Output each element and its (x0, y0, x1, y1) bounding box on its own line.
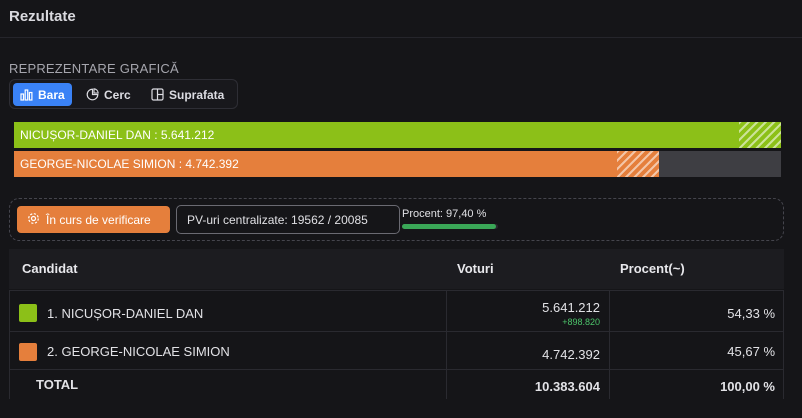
column-divider (783, 332, 784, 369)
candidate-votes-delta: +898.820 (562, 317, 600, 327)
bar-track-candidate-1: NICUȘOR-DANIEL DAN : 5.641.212 (14, 122, 781, 148)
column-divider (446, 370, 447, 399)
view-pie-label: Cerc (104, 87, 131, 102)
counted-percent: Procent: 97,40 % (398, 205, 502, 234)
header-percent: Procent(~) (620, 261, 685, 276)
column-divider (9, 370, 10, 399)
view-area-label: Suprafata (169, 87, 225, 102)
counted-percent-track (402, 224, 498, 229)
verification-status-label: În curs de verificare (46, 212, 151, 227)
bar-hatch-pattern (739, 122, 781, 148)
bar-label-candidate-2: GEORGE-NICOLAE SIMION : 4.742.392 (20, 157, 239, 171)
column-divider (446, 332, 447, 369)
column-divider (609, 291, 610, 331)
column-divider (609, 370, 610, 399)
column-divider (609, 332, 610, 369)
candidate-name: 2. GEORGE-NICOLAE SIMION (47, 344, 230, 359)
header-votes: Voturi (457, 261, 494, 276)
counted-percent-label: Procent: 97,40 % (402, 208, 487, 220)
bar-fill-candidate-2 (14, 151, 660, 177)
page-title: Rezultate (9, 8, 76, 25)
bar-track-candidate-2: GEORGE-NICOLAE SIMION : 4.742.392 (14, 151, 781, 177)
bar-label-candidate-1: NICUȘOR-DANIEL DAN : 5.641.212 (20, 128, 215, 142)
candidate-percent: 54,33 % (727, 306, 775, 321)
table-header: Candidat Voturi Procent(~) (9, 249, 784, 289)
view-area-button[interactable]: Suprafata (144, 83, 231, 106)
results-table: Candidat Voturi Procent(~) 1. NICUȘOR-DA… (9, 249, 784, 399)
chart-view-toggle: Bara Cerc Suprafata (9, 79, 238, 109)
candidate-name: 1. NICUȘOR-DANIEL DAN (47, 306, 204, 321)
table-row: 1. NICUȘOR-DANIEL DAN 5.641.212 +898.820… (9, 290, 784, 331)
view-bar-label: Bara (38, 87, 65, 102)
counted-percent-bar (402, 224, 496, 229)
candidate-votes: 4.742.392 (542, 347, 600, 362)
candidate-votes: 5.641.212 (542, 300, 600, 315)
counting-status-panel: În curs de verificare PV-uri centralizat… (9, 198, 784, 241)
view-pie-button[interactable]: Cerc (79, 83, 138, 106)
view-bar-button[interactable]: Bara (13, 83, 72, 106)
total-label: TOTAL (36, 377, 79, 392)
column-divider (9, 291, 10, 331)
candidate-color-swatch (19, 343, 37, 361)
column-divider (446, 291, 447, 331)
column-divider (9, 332, 10, 369)
total-percent: 100,00 % (720, 379, 775, 394)
pie-chart-icon (86, 88, 99, 101)
bar-hatch-pattern (617, 151, 660, 177)
candidate-color-swatch (19, 304, 37, 322)
pv-centralized-count: PV-uri centralizate: 19562 / 20085 (176, 205, 400, 234)
bar-fill-candidate-1 (14, 122, 781, 148)
candidate-percent: 45,67 % (727, 344, 775, 359)
chart-section-label: REPREZENTARE GRAFICĂ (9, 61, 179, 76)
gear-icon (27, 212, 40, 228)
vote-bar-chart: NICUȘOR-DANIEL DAN : 5.641.212 GEORGE-NI… (14, 122, 781, 180)
table-row: 2. GEORGE-NICOLAE SIMION 4.742.392 45,67… (9, 331, 784, 369)
column-divider (783, 370, 784, 399)
area-chart-icon (151, 88, 164, 101)
results-header: Rezultate (0, 0, 802, 38)
table-total-row: TOTAL 10.383.604 100,00 % (9, 369, 784, 399)
pv-centralized-label: PV-uri centralizate: 19562 / 20085 (187, 212, 368, 227)
total-votes: 10.383.604 (534, 379, 600, 394)
column-divider (783, 291, 784, 331)
header-candidate: Candidat (22, 261, 78, 276)
verification-status-button[interactable]: În curs de verificare (17, 206, 170, 233)
bar-chart-icon (20, 88, 33, 101)
